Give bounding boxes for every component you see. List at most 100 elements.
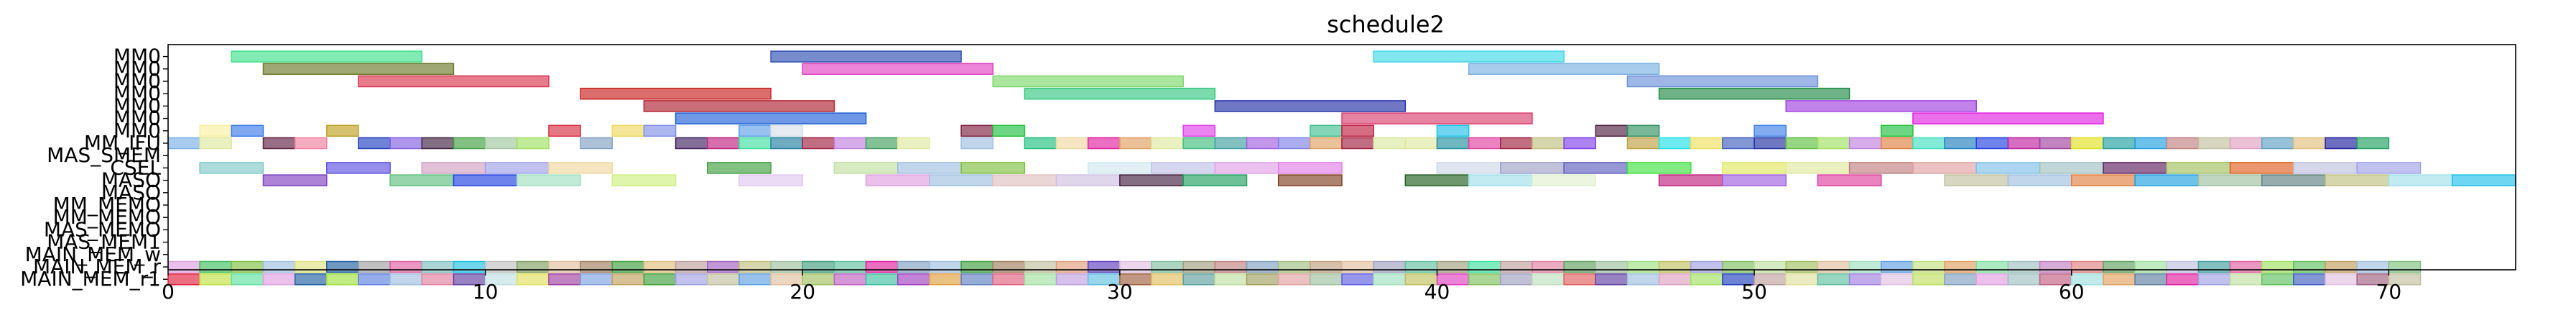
task-bar — [2261, 174, 2326, 186]
task-bar — [1087, 137, 1121, 150]
task-bar — [516, 273, 550, 286]
task-bar — [865, 260, 899, 273]
task-bar — [960, 137, 993, 150]
task-bar — [675, 112, 867, 124]
task-bar — [516, 137, 550, 150]
x-tick-label: 40 — [1424, 280, 1450, 304]
task-bar — [1182, 124, 1216, 137]
task-bar — [611, 174, 677, 186]
task-bar — [1500, 137, 1533, 150]
task-bar — [2261, 137, 2294, 150]
task-bar — [1214, 273, 1248, 286]
task-bar — [611, 124, 645, 137]
task-bar — [1626, 137, 1660, 150]
task-bar — [2388, 174, 2453, 186]
task-bar — [262, 273, 296, 286]
task-bar — [580, 87, 772, 100]
task-bar — [199, 162, 264, 174]
task-bar — [1563, 137, 1597, 150]
task-bar — [770, 50, 962, 63]
task-bar — [358, 273, 391, 286]
task-bar — [1848, 273, 1882, 286]
task-bar — [1658, 273, 1692, 286]
task-bar — [992, 273, 1026, 286]
task-bar — [294, 137, 328, 150]
task-bar — [2261, 260, 2294, 273]
task-bar — [1944, 273, 1977, 286]
task-bar — [548, 162, 613, 174]
x-tick-label: 20 — [789, 280, 815, 304]
task-bar — [1912, 273, 1945, 286]
task-bar — [802, 63, 993, 76]
task-bar — [421, 273, 455, 286]
task-bar — [833, 273, 867, 286]
task-bar — [1277, 137, 1311, 150]
task-bar — [580, 137, 613, 150]
x-axis-ticks: 0 10 20 30 40 50 60 70 — [162, 270, 2401, 304]
task-bar — [643, 260, 677, 273]
task-bar — [1722, 260, 1755, 273]
task-bar — [1436, 137, 1470, 150]
task-bar — [199, 260, 233, 273]
task-bar — [643, 100, 835, 112]
task-bar — [1658, 137, 1692, 150]
task-bar — [1690, 273, 1723, 286]
task-bar — [2261, 273, 2294, 286]
task-bar — [1817, 260, 1850, 273]
task-bar — [1753, 260, 1787, 273]
task-bar — [643, 273, 677, 286]
y-tick-label: MAIN_MEM_r — [33, 255, 162, 278]
task-bar — [1151, 273, 1184, 286]
task-bar — [738, 137, 772, 150]
task-bar — [580, 273, 613, 286]
y-tick-label: MASO — [101, 168, 161, 192]
task-bar — [1912, 137, 1945, 150]
task-bar — [199, 124, 233, 137]
task-bar — [1753, 137, 1787, 150]
task-bar — [960, 273, 993, 286]
task-bar — [960, 124, 993, 137]
y-tick-label: MM_MEMO — [53, 205, 161, 229]
task-bar — [1246, 273, 1279, 286]
task-bar — [2197, 137, 2231, 150]
task-bar — [1119, 260, 1152, 273]
task-bar — [167, 137, 200, 150]
y-tick-label: MAS_SMEM — [47, 143, 161, 167]
task-bar — [1087, 260, 1121, 273]
task-bar — [738, 174, 803, 186]
task-bar — [262, 260, 296, 273]
task-bar — [1848, 137, 1882, 150]
task-bar — [516, 174, 581, 186]
y-tick-label: MM0 — [113, 106, 161, 130]
task-bar — [1468, 137, 1501, 150]
task-bar — [199, 273, 233, 286]
task-bar — [2293, 162, 2358, 174]
task-bar — [1785, 273, 1819, 286]
task-bar — [1055, 273, 1089, 286]
task-bar — [453, 137, 486, 150]
task-bar — [1341, 137, 1374, 150]
task-bar — [2007, 260, 2041, 273]
x-tick-label: 60 — [2059, 280, 2085, 304]
task-bar — [833, 137, 867, 150]
task-bar — [2070, 260, 2104, 273]
task-bar — [1563, 273, 1597, 286]
task-bar — [707, 137, 740, 150]
task-bar — [1468, 273, 1501, 286]
task-bar — [738, 124, 772, 137]
task-bar — [1881, 273, 1914, 286]
task-bar — [1881, 124, 1914, 137]
task-bar — [1277, 273, 1311, 286]
task-bar — [2070, 137, 2104, 150]
task-bar — [1214, 100, 1407, 112]
task-bar — [1881, 137, 1914, 150]
task-bar — [1817, 174, 1882, 186]
task-bar — [2039, 162, 2104, 174]
task-bar — [580, 260, 613, 273]
task-bar — [1151, 260, 1184, 273]
task-bar — [643, 124, 677, 137]
task-bar — [707, 273, 740, 286]
task-bar — [992, 75, 1184, 88]
